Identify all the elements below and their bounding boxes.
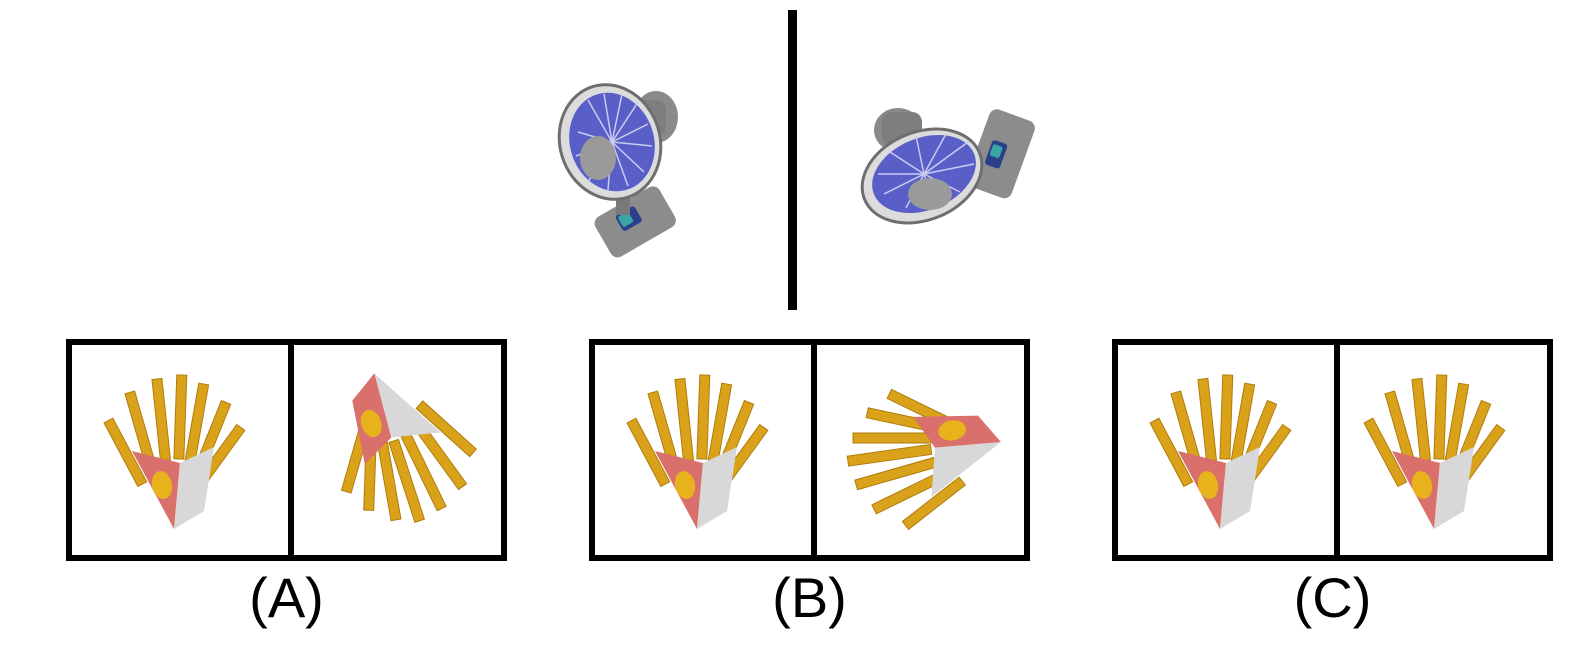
french-fries-icon [340,373,478,523]
option-c-panel[interactable] [1112,339,1553,561]
option-a-right-view [294,345,501,555]
option-b-divider [811,345,817,555]
option-c-label: (C) [1293,566,1372,629]
option-a-panel[interactable] [66,339,507,561]
french-fries-icon [626,374,769,529]
desk-fan-icon [860,108,1035,225]
option-a-label: (A) [249,566,324,629]
option-c-left-view [1118,345,1334,555]
desk-fan-icon [557,83,678,258]
french-fries-icon [846,388,1001,531]
reference-fan-left [548,72,738,272]
french-fries-icon [1363,374,1506,529]
option-c-divider [1334,345,1340,555]
option-b-right-view [817,345,1024,555]
french-fries-icon [1149,374,1292,529]
reference-fan-right [848,90,1038,290]
option-a-divider [288,345,294,555]
option-b-label: (B) [772,566,847,629]
option-b-left-view [595,345,811,555]
french-fries-icon [103,374,246,529]
option-c-right-view [1340,345,1547,555]
option-b-panel[interactable] [589,339,1030,561]
reference-divider [788,10,797,310]
option-a-left-view [72,345,288,555]
